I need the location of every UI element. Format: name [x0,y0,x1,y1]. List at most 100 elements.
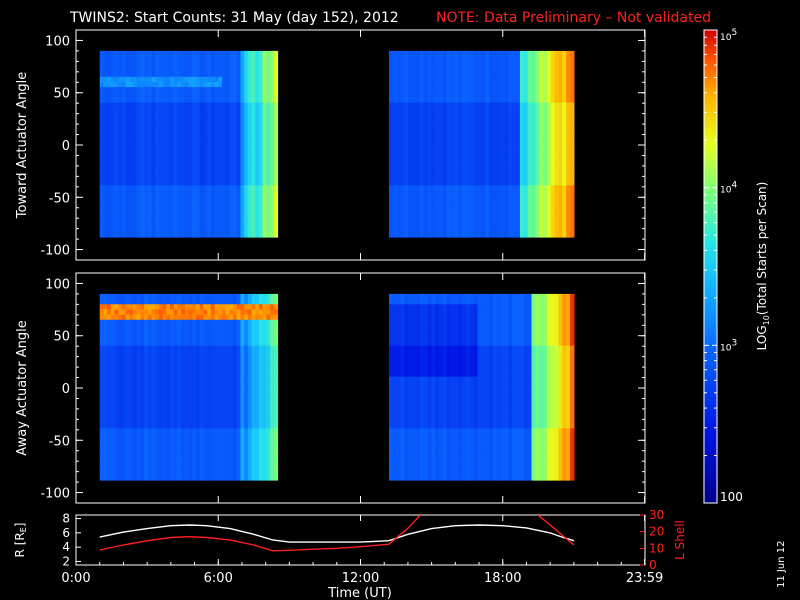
heatmap-cell [188,81,193,88]
heatmap-cell [188,195,193,202]
heatmap-cell [270,76,275,83]
heatmap-cell [218,417,223,424]
heatmap-cell [388,50,394,57]
heatmap-cell [255,102,260,109]
heatmap-cell [485,76,490,83]
heatmap-cell [247,293,253,300]
heatmap-cell [469,185,475,192]
heatmap-cell [181,366,186,373]
heatmap-cell [244,407,249,414]
heatmap-cell [396,226,402,233]
heatmap-cell [247,330,253,336]
heatmap-cell [140,474,145,481]
heatmap-cell [181,180,186,186]
heatmap-cell [247,340,253,347]
heatmap-cell [173,438,179,445]
heatmap-cell [244,293,249,300]
heatmap-cell [125,299,130,305]
heatmap-cell [439,154,444,161]
heatmap-cell [107,371,112,378]
heatmap-cell [439,118,444,124]
heatmap-cell [273,138,279,145]
heatmap-cell [225,423,230,429]
heatmap-cell [570,133,575,140]
heatmap-cell [527,216,533,223]
heatmap-cell [255,190,260,197]
heatmap-cell [214,66,219,73]
heatmap-cell [442,154,448,161]
heatmap-cell [133,361,138,367]
heatmap-cell [210,133,216,140]
heatmap-cell [247,118,253,124]
heatmap-cell [431,211,436,217]
heatmap-cell [446,226,452,233]
heatmap-cell [110,71,116,78]
heatmap-cell [259,107,264,114]
heatmap-cell [110,231,116,238]
heatmap-cell [247,200,253,207]
heatmap-cell [251,128,256,135]
heatmap-cell [225,324,230,331]
heatmap-cell [527,221,533,228]
heatmap-cell [446,133,452,140]
heatmap-cell [466,102,471,109]
heatmap-cell [114,97,119,104]
heatmap-cell [270,123,275,130]
heatmap-cell [158,454,164,460]
heatmap-cell [140,443,145,450]
heatmap-cell [240,123,245,130]
heatmap-cell [469,92,475,99]
heatmap-cell [458,143,463,150]
heatmap-cell [218,355,223,362]
heatmap-cell [251,190,256,197]
heatmap-cell [531,71,536,78]
heatmap-cell [244,340,249,347]
heatmap-cell [158,107,164,114]
heatmap-cell [133,200,138,207]
heatmap-cell [427,123,432,130]
heatmap-cell [519,97,525,104]
heatmap-cell [207,211,212,217]
heatmap-cell [170,433,175,440]
heatmap-cell [199,293,205,300]
heatmap-cell [388,174,394,181]
heatmap-cell [147,454,153,460]
heatmap-cell [454,143,459,150]
heatmap-cell [247,174,253,181]
heatmap-cell [99,231,105,238]
heatmap-cell [170,221,175,228]
heatmap-cell [158,448,164,455]
heatmap-cell [173,92,179,99]
heatmap-cell [485,185,490,192]
heatmap-cell [170,392,175,398]
heatmap-cell [121,386,127,393]
heatmap-cell [492,102,498,109]
heatmap-cell [188,361,193,367]
heatmap-cell [114,417,119,424]
heatmap-cell [225,448,230,455]
heatmap-cell [504,216,509,223]
heatmap-cell [177,56,182,62]
heatmap-cell [531,50,536,57]
heatmap-cell [458,133,463,140]
heatmap-cell [500,143,506,150]
heatmap-cell [527,149,533,155]
heatmap-cell [218,443,223,450]
ytick-label: 100 [45,34,70,49]
heatmap-cell [218,81,223,88]
heatmap-cell [170,211,175,217]
heatmap-cell [442,81,448,88]
heatmap-cell [203,464,208,471]
heatmap-cell [110,143,116,150]
heatmap-cell [400,61,405,68]
heatmap-cell [177,469,182,476]
heatmap-cell [458,221,463,228]
heatmap-cell [266,180,271,186]
heatmap-cell [446,174,452,181]
heatmap-cell [218,469,223,476]
heatmap-cell [466,190,471,197]
heatmap-cell [523,61,529,68]
heatmap-cell [236,200,242,207]
heatmap-cell [489,180,494,186]
heatmap-cell [210,164,216,171]
